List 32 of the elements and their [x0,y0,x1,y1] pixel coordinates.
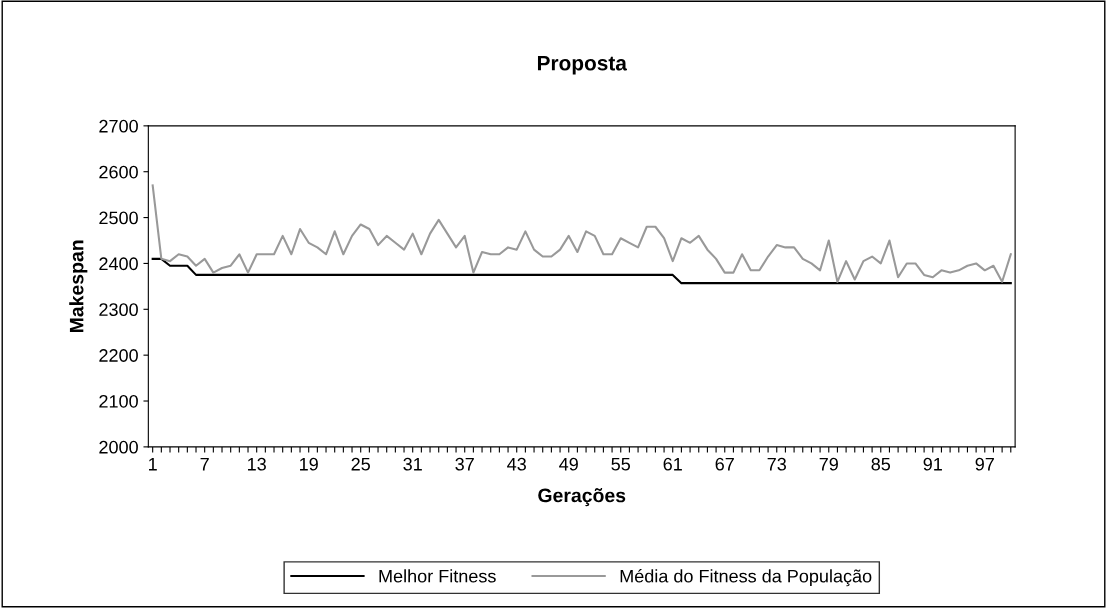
line-series [151,257,1012,285]
x-tick-label: 31 [403,457,422,471]
x-tick-label: 37 [455,457,474,471]
x-tick-label: 19 [300,457,318,471]
x-tick-label: 79 [819,457,838,471]
chart-title: Proposta [537,55,628,75]
y-tick-label: 2200 [99,349,138,362]
x-tick-label: 97 [975,457,994,471]
y-axis-title: Makespan [69,240,88,333]
legend-label: Média do Fitness da População [620,569,872,587]
x-tick-label: 91 [923,457,942,471]
x-tick-label: 25 [351,457,370,471]
x-tick-label: 85 [871,457,891,471]
y-tick-label: 2000 [99,440,138,454]
y-tick-label: 2100 [99,394,138,408]
y-tick-label: 2600 [99,165,138,179]
x-tick-label: 43 [507,457,526,471]
x-axis-title: Gerações [538,488,626,507]
y-tick-label: 2700 [99,119,138,133]
line-series [151,184,1012,283]
y-tick-label: 2400 [99,257,138,271]
y-tick-label: 2300 [99,303,138,317]
x-tick-label: 13 [248,457,266,471]
legend-label: Melhor Fitness [379,569,496,583]
y-tick-label: 2500 [99,211,138,225]
x-tick-label: 49 [559,457,578,471]
x-tick-label: 61 [663,457,682,471]
x-tick-label: 55 [611,457,631,471]
x-tick-label: 7 [200,457,209,471]
x-tick-label: 1 [149,457,157,471]
x-tick-label: 67 [715,457,734,471]
x-tick-label: 73 [767,457,786,471]
